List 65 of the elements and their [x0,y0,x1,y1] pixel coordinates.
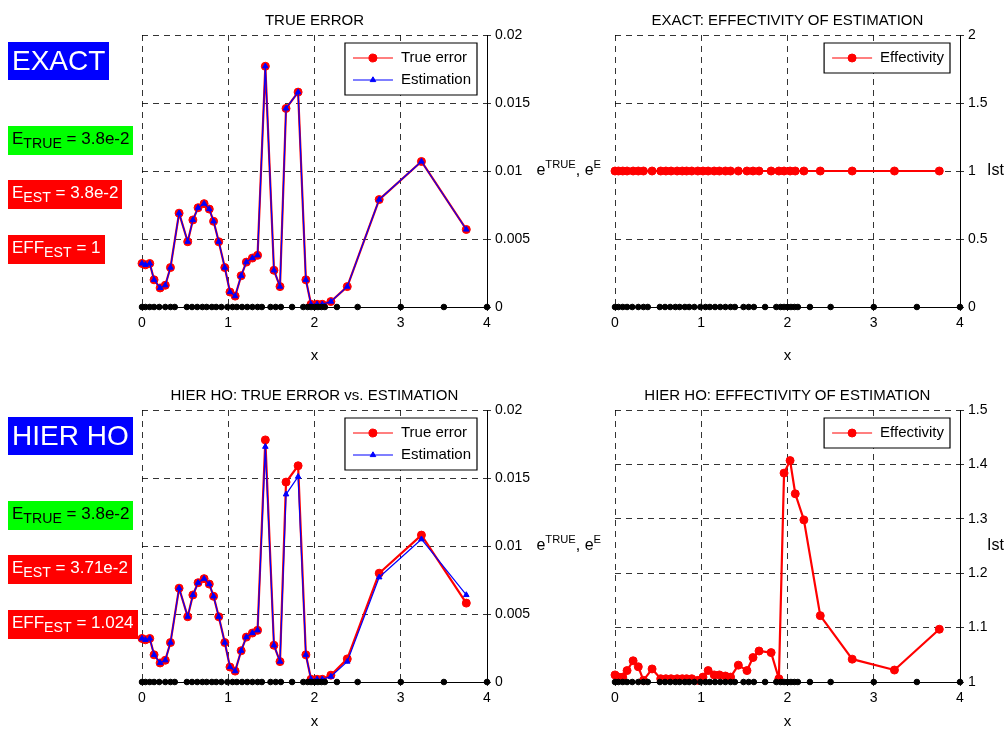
x-tick-label: 1 [697,689,706,706]
text: E$_{EST}$ = 3.8e-2 [8,180,123,209]
y-tick-label: 0.01 [495,536,523,553]
y-tick-label: 1.2 [968,564,988,581]
x-axis-title: x [310,712,319,730]
text: EFF$_{EST}$ = 1.024 [8,610,138,639]
legend-label: Effectivity [880,48,945,66]
x-tick-label: 4 [956,314,965,331]
x-tick-label: 1 [697,314,706,331]
y-tick-label: 0.02 [495,25,523,42]
x-tick-label: 2 [310,689,319,706]
y-tick-label: 0.5 [968,229,988,246]
text: E$_{TRUE}$ = 3.8e-2 [8,126,134,155]
y-tick-label: 0.015 [495,468,531,485]
legend-label: True error [400,423,468,441]
y-axis-title: Ist [987,161,1005,179]
chart-title: EXACT: EFFECTIVITY OF ESTIMATION [651,11,924,29]
legend-label: Effectivity [880,423,945,441]
y-tick-label: 0 [495,672,503,689]
x-tick-label: 3 [869,314,878,331]
x-tick-label: 0 [611,314,620,331]
chart-title: HIER HO: EFFECTIVITY OF ESTIMATION [644,386,931,404]
y-tick-label: 1 [968,161,976,178]
x-tick-label: 0 [611,689,620,706]
y-tick-label: 1.5 [968,400,988,417]
x-tick-label: 2 [783,689,792,706]
y-tick-label: 0 [968,297,976,314]
text: HIER HO [8,417,133,456]
x-tick-label: 3 [396,314,405,331]
x-axis-title: x [310,346,319,364]
x-axis-title: x [783,346,792,364]
y-tick-label: 1 [968,672,976,689]
y-axis-title: Ist [987,536,1005,554]
text: E$_{TRUE}$ = 3.8e-2 [8,501,134,530]
x-tick-label: 4 [483,314,492,331]
x-tick-label: 0 [138,314,147,331]
legend-label: True error [400,48,468,66]
x-tick-label: 4 [483,689,492,706]
y-tick-label: 1.3 [968,509,988,526]
x-tick-label: 2 [783,314,792,331]
y-tick-label: 0.005 [495,229,531,246]
text: EFF$_{EST}$ = 1 [8,235,105,264]
y-tick-label: 0.02 [495,400,523,417]
text: EXACT [8,42,110,81]
y-tick-label: 1.5 [968,93,988,110]
x-tick-label: 1 [224,314,233,331]
y-tick-label: 0 [495,297,503,314]
text: E$_{EST}$ = 3.71e-2 [8,555,132,584]
x-tick-label: 0 [138,689,147,706]
chart-title: HIER HO: TRUE ERROR vs. ESTIMATION [170,386,459,404]
x-tick-label: 4 [956,689,965,706]
y-tick-label: 0.005 [495,604,531,621]
y-tick-label: 0.01 [495,161,523,178]
x-tick-label: 3 [869,689,878,706]
y-tick-label: 1.1 [968,618,988,635]
x-tick-label: 3 [396,689,405,706]
x-axis-title: x [783,712,792,730]
y-tick-label: 2 [968,25,976,42]
chart-title: TRUE ERROR [264,11,365,29]
legend-label: Estimation [400,445,471,463]
legend-label: Estimation [400,70,471,88]
y-tick-label: 0.015 [495,93,531,110]
x-tick-label: 2 [310,314,319,331]
x-tick-label: 1 [224,689,233,706]
y-tick-label: 1.4 [968,455,988,472]
